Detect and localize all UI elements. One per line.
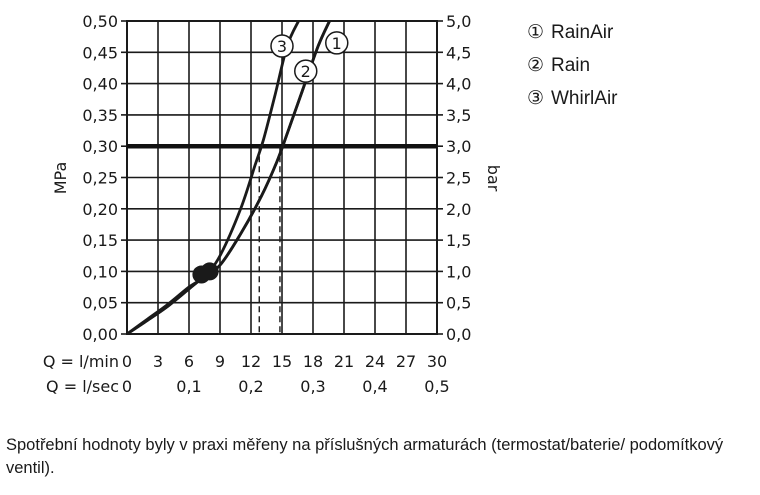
y-tick-label-left: 0,20 bbox=[82, 200, 118, 219]
legend: ① RainAir ② Rain ③ WhirlAir bbox=[527, 16, 618, 115]
y-tick-label-left: 0,00 bbox=[82, 325, 118, 344]
x-tick-label-lmin: 9 bbox=[215, 352, 225, 371]
y-tick-label-left: 0,30 bbox=[82, 137, 118, 156]
x-tick-label-lmin: 0 bbox=[122, 352, 132, 371]
y-tick-label-left: 0,05 bbox=[82, 294, 118, 313]
x-tick-label-lmin: 12 bbox=[241, 352, 261, 371]
y-tick-label-right: 2,5 bbox=[446, 169, 471, 188]
x-tick-label-lmin: 27 bbox=[396, 352, 416, 371]
x-tick-label-lmin: 18 bbox=[303, 352, 323, 371]
legend-label: WhirlAir bbox=[551, 88, 618, 109]
legend-item-rainair: ① RainAir bbox=[527, 16, 618, 49]
footnote: Spotřební hodnoty byly v praxi měřeny na… bbox=[6, 436, 724, 477]
x-tick-label-lsec: 0,4 bbox=[362, 377, 387, 396]
x-tick-label-lmin: 21 bbox=[334, 352, 354, 371]
y-tick-label-right: 3,0 bbox=[446, 137, 471, 156]
x-tick-label-lsec: 0 bbox=[122, 377, 132, 396]
y-tick-label-left: 0,50 bbox=[82, 12, 118, 31]
y-axis-title-left: MPa bbox=[51, 162, 70, 195]
y-tick-label-left: 0,25 bbox=[82, 169, 118, 188]
curve-label-number: 2 bbox=[301, 62, 311, 81]
y-tick-label-right: 0,0 bbox=[446, 325, 471, 344]
y-tick-label-left: 0,45 bbox=[82, 43, 118, 62]
x-tick-label-lmin: 6 bbox=[184, 352, 194, 371]
x-axis-title-lmin: Q = l/min bbox=[43, 352, 119, 371]
y-tick-label-right: 4,5 bbox=[446, 43, 471, 62]
x-tick-label-lmin: 30 bbox=[427, 352, 447, 371]
y-tick-label-left: 0,10 bbox=[82, 262, 118, 281]
x-tick-label-lsec: 0,3 bbox=[300, 377, 325, 396]
x-tick-label-lsec: 0,1 bbox=[176, 377, 201, 396]
operating-point-marker bbox=[200, 262, 219, 281]
legend-symbol: ③ bbox=[527, 88, 545, 109]
y-tick-label-right: 1,0 bbox=[446, 262, 471, 281]
legend-label: Rain bbox=[551, 55, 591, 76]
x-tick-label-lmin: 3 bbox=[153, 352, 163, 371]
legend-symbol: ① bbox=[527, 22, 545, 43]
curve-label-number: 1 bbox=[332, 34, 342, 53]
series-line-rain bbox=[126, 20, 331, 335]
x-tick-label-lsec: 0,2 bbox=[238, 377, 263, 396]
curve-label-circle bbox=[294, 59, 318, 83]
y-axis-title-right: bar bbox=[484, 165, 503, 192]
legend-item-whirlair: ③ WhirlAir bbox=[527, 82, 618, 115]
x-tick-label-lmin: 15 bbox=[272, 352, 292, 371]
y-tick-label-left: 0,40 bbox=[82, 75, 118, 94]
curve-label-circle bbox=[270, 34, 294, 58]
flow-pressure-chart: 0,000,050,100,150,200,250,300,350,400,45… bbox=[43, 12, 503, 396]
x-tick-label-lsec: 0,5 bbox=[424, 377, 449, 396]
y-tick-label-right: 5,0 bbox=[446, 12, 471, 31]
curve-label-number: 3 bbox=[277, 37, 287, 56]
legend-symbol: ② bbox=[527, 55, 545, 76]
x-axis-title-lsec: Q = l/sec bbox=[46, 377, 119, 396]
series-line-whirlair bbox=[126, 20, 300, 335]
y-tick-label-right: 0,5 bbox=[446, 294, 471, 313]
curve-label-circle bbox=[325, 31, 349, 55]
y-tick-label-right: 3,5 bbox=[446, 106, 471, 125]
y-tick-label-right: 4,0 bbox=[446, 75, 471, 94]
legend-item-rain: ② Rain bbox=[527, 49, 618, 82]
y-tick-label-left: 0,35 bbox=[82, 106, 118, 125]
x-tick-label-lmin: 24 bbox=[365, 352, 385, 371]
legend-label: RainAir bbox=[551, 22, 614, 43]
y-tick-label-right: 2,0 bbox=[446, 200, 471, 219]
y-tick-label-right: 1,5 bbox=[446, 231, 471, 250]
y-tick-label-left: 0,15 bbox=[82, 231, 118, 250]
